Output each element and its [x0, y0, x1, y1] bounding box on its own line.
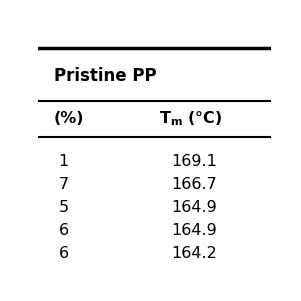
Text: 164.2: 164.2 [171, 247, 217, 262]
Text: $\mathbf{T_m}$ $\mathbf{(°C)}$: $\mathbf{T_m}$ $\mathbf{(°C)}$ [159, 109, 222, 128]
Text: (%): (%) [54, 111, 85, 126]
Text: 169.1: 169.1 [171, 154, 217, 169]
Text: 164.9: 164.9 [171, 200, 217, 215]
Text: 7: 7 [59, 177, 69, 192]
Text: 6: 6 [59, 223, 69, 238]
Text: Pristine PP: Pristine PP [54, 67, 157, 85]
Text: 1: 1 [59, 154, 69, 169]
Text: 164.9: 164.9 [171, 223, 217, 238]
Text: 166.7: 166.7 [171, 177, 217, 192]
Text: 6: 6 [59, 247, 69, 262]
Text: 5: 5 [59, 200, 69, 215]
